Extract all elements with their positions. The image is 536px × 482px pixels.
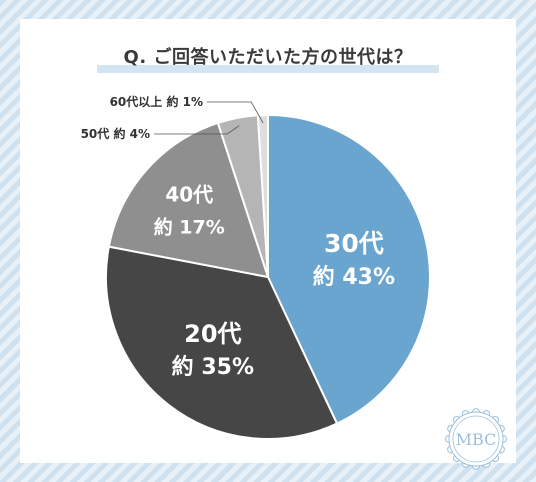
slice-label-value-40代: 約 17% — [154, 216, 225, 239]
badge-outer-ring — [448, 411, 504, 467]
badge-inner-ring — [452, 415, 500, 463]
slice-label-value-30代: 約 43% — [313, 264, 395, 290]
slice-label-category-40代: 40代 — [165, 183, 213, 207]
pie-slice-60s — [256, 113, 269, 278]
outer-label-50s-leader-line — [154, 125, 240, 135]
pie-slice-20s — [105, 245, 339, 440]
chart-title: Q. ご回答いただいた方の世代は？ — [123, 47, 413, 68]
pie-slice-40s — [107, 121, 270, 279]
slice-label-category-30代: 30代 — [324, 229, 384, 258]
title-underline — [97, 65, 439, 73]
pie-slice-30s — [267, 113, 431, 425]
outer-label-50s: 50代 約 4% — [81, 126, 150, 141]
pie-slices — [105, 113, 431, 440]
outer-label-60s: 60代以上 約 1% — [110, 94, 203, 109]
slice-label-value-20代: 約 35% — [172, 354, 254, 380]
slice-label-category-20代: 20代 — [184, 320, 241, 348]
logo-text: MBC — [456, 430, 497, 449]
mbc-logo: MBC — [445, 408, 507, 470]
scalloped-badge-icon — [445, 408, 507, 470]
outer-label-60s-leader-line — [207, 101, 264, 124]
